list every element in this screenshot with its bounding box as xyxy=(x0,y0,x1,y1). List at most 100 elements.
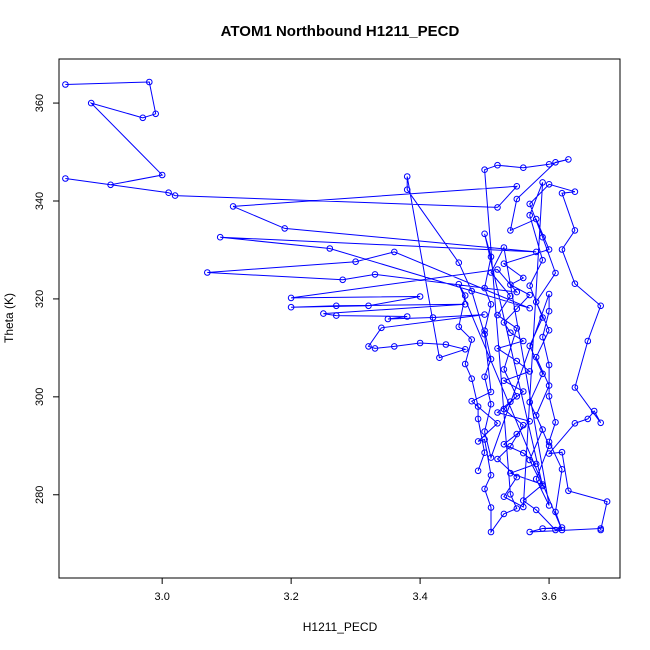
data-point xyxy=(500,441,508,448)
data-point xyxy=(494,409,501,416)
data-point xyxy=(500,405,508,413)
data-point xyxy=(513,288,521,296)
data-point xyxy=(500,377,508,385)
data-point xyxy=(436,354,443,362)
data-point xyxy=(333,312,340,319)
data-point xyxy=(520,497,527,504)
data-point xyxy=(461,346,469,353)
data-point xyxy=(468,375,476,383)
data-point xyxy=(474,467,482,475)
data-point xyxy=(545,327,553,334)
data-point xyxy=(539,482,546,490)
data-point xyxy=(532,460,540,468)
data-point xyxy=(481,428,488,435)
data-point xyxy=(545,438,553,446)
data-point xyxy=(487,301,495,308)
data-point xyxy=(494,161,501,169)
data-point xyxy=(487,388,495,396)
data-point xyxy=(520,337,527,345)
data-point xyxy=(455,323,463,331)
data-point xyxy=(62,81,69,88)
data-point xyxy=(520,274,527,282)
data-point xyxy=(584,415,592,423)
y-tick-label: 360 xyxy=(34,94,46,112)
data-point xyxy=(520,503,527,511)
data-point xyxy=(378,324,385,332)
data-point xyxy=(552,526,559,534)
data-point xyxy=(481,284,488,292)
data-point xyxy=(146,78,153,86)
data-point xyxy=(494,311,501,319)
data-point xyxy=(507,469,514,477)
x-tick-label: 3.4 xyxy=(412,591,427,603)
data-point xyxy=(487,471,495,479)
data-point xyxy=(571,188,579,195)
data-point xyxy=(532,506,540,514)
data-point xyxy=(474,438,482,445)
data-point xyxy=(500,260,508,268)
data-point xyxy=(287,303,295,311)
data-point xyxy=(487,454,495,461)
data-point xyxy=(365,343,372,350)
data-point xyxy=(526,456,534,464)
chart-title: ATOM1 Northbound H1211_PECD xyxy=(221,23,460,40)
data-point xyxy=(513,473,521,481)
data-point xyxy=(107,181,114,189)
data-point xyxy=(442,341,450,348)
data-point xyxy=(565,487,572,495)
data-point xyxy=(526,398,534,406)
data-point xyxy=(391,343,398,350)
data-point xyxy=(539,233,546,241)
data-point xyxy=(500,319,508,326)
data-point xyxy=(526,368,534,375)
data-point xyxy=(333,302,340,310)
data-point xyxy=(520,421,527,429)
data-point xyxy=(526,304,534,312)
data-point xyxy=(371,271,379,278)
data-point xyxy=(571,280,579,288)
data-point xyxy=(507,398,514,406)
data-point xyxy=(565,156,572,163)
data-point xyxy=(526,291,534,299)
data-point xyxy=(371,345,379,352)
data-point xyxy=(481,327,488,335)
data-point xyxy=(552,269,559,277)
data-point xyxy=(416,339,424,347)
data-point xyxy=(468,397,476,405)
data-point xyxy=(545,502,553,509)
data-point xyxy=(558,246,566,253)
data-point xyxy=(532,353,540,361)
data-point xyxy=(474,415,482,423)
data-point xyxy=(584,337,592,345)
data-point xyxy=(139,114,147,122)
data-point xyxy=(403,173,411,180)
data-point xyxy=(487,355,495,363)
data-point xyxy=(500,510,508,518)
data-point xyxy=(558,448,566,456)
data-point xyxy=(539,370,546,378)
data-point xyxy=(526,342,534,350)
data-point xyxy=(281,225,289,232)
data-point xyxy=(326,245,334,252)
data-point xyxy=(571,420,579,427)
x-axis-label: H1211_PECD xyxy=(303,620,378,634)
data-point xyxy=(158,171,166,179)
data-point xyxy=(545,450,553,457)
data-point xyxy=(545,161,553,168)
data-point xyxy=(494,420,501,427)
data-point xyxy=(500,493,508,501)
data-point xyxy=(513,393,521,400)
data-point xyxy=(487,400,495,408)
data-point xyxy=(545,382,553,389)
data-point xyxy=(287,294,295,302)
data-point xyxy=(391,248,398,256)
data-point xyxy=(520,449,527,457)
data-point xyxy=(545,393,553,400)
data-point xyxy=(526,418,534,425)
data-point xyxy=(481,230,488,238)
data-point xyxy=(552,419,559,426)
data-point xyxy=(603,498,611,505)
data-point xyxy=(520,164,527,171)
data-point xyxy=(384,315,392,323)
data-point xyxy=(455,259,463,267)
